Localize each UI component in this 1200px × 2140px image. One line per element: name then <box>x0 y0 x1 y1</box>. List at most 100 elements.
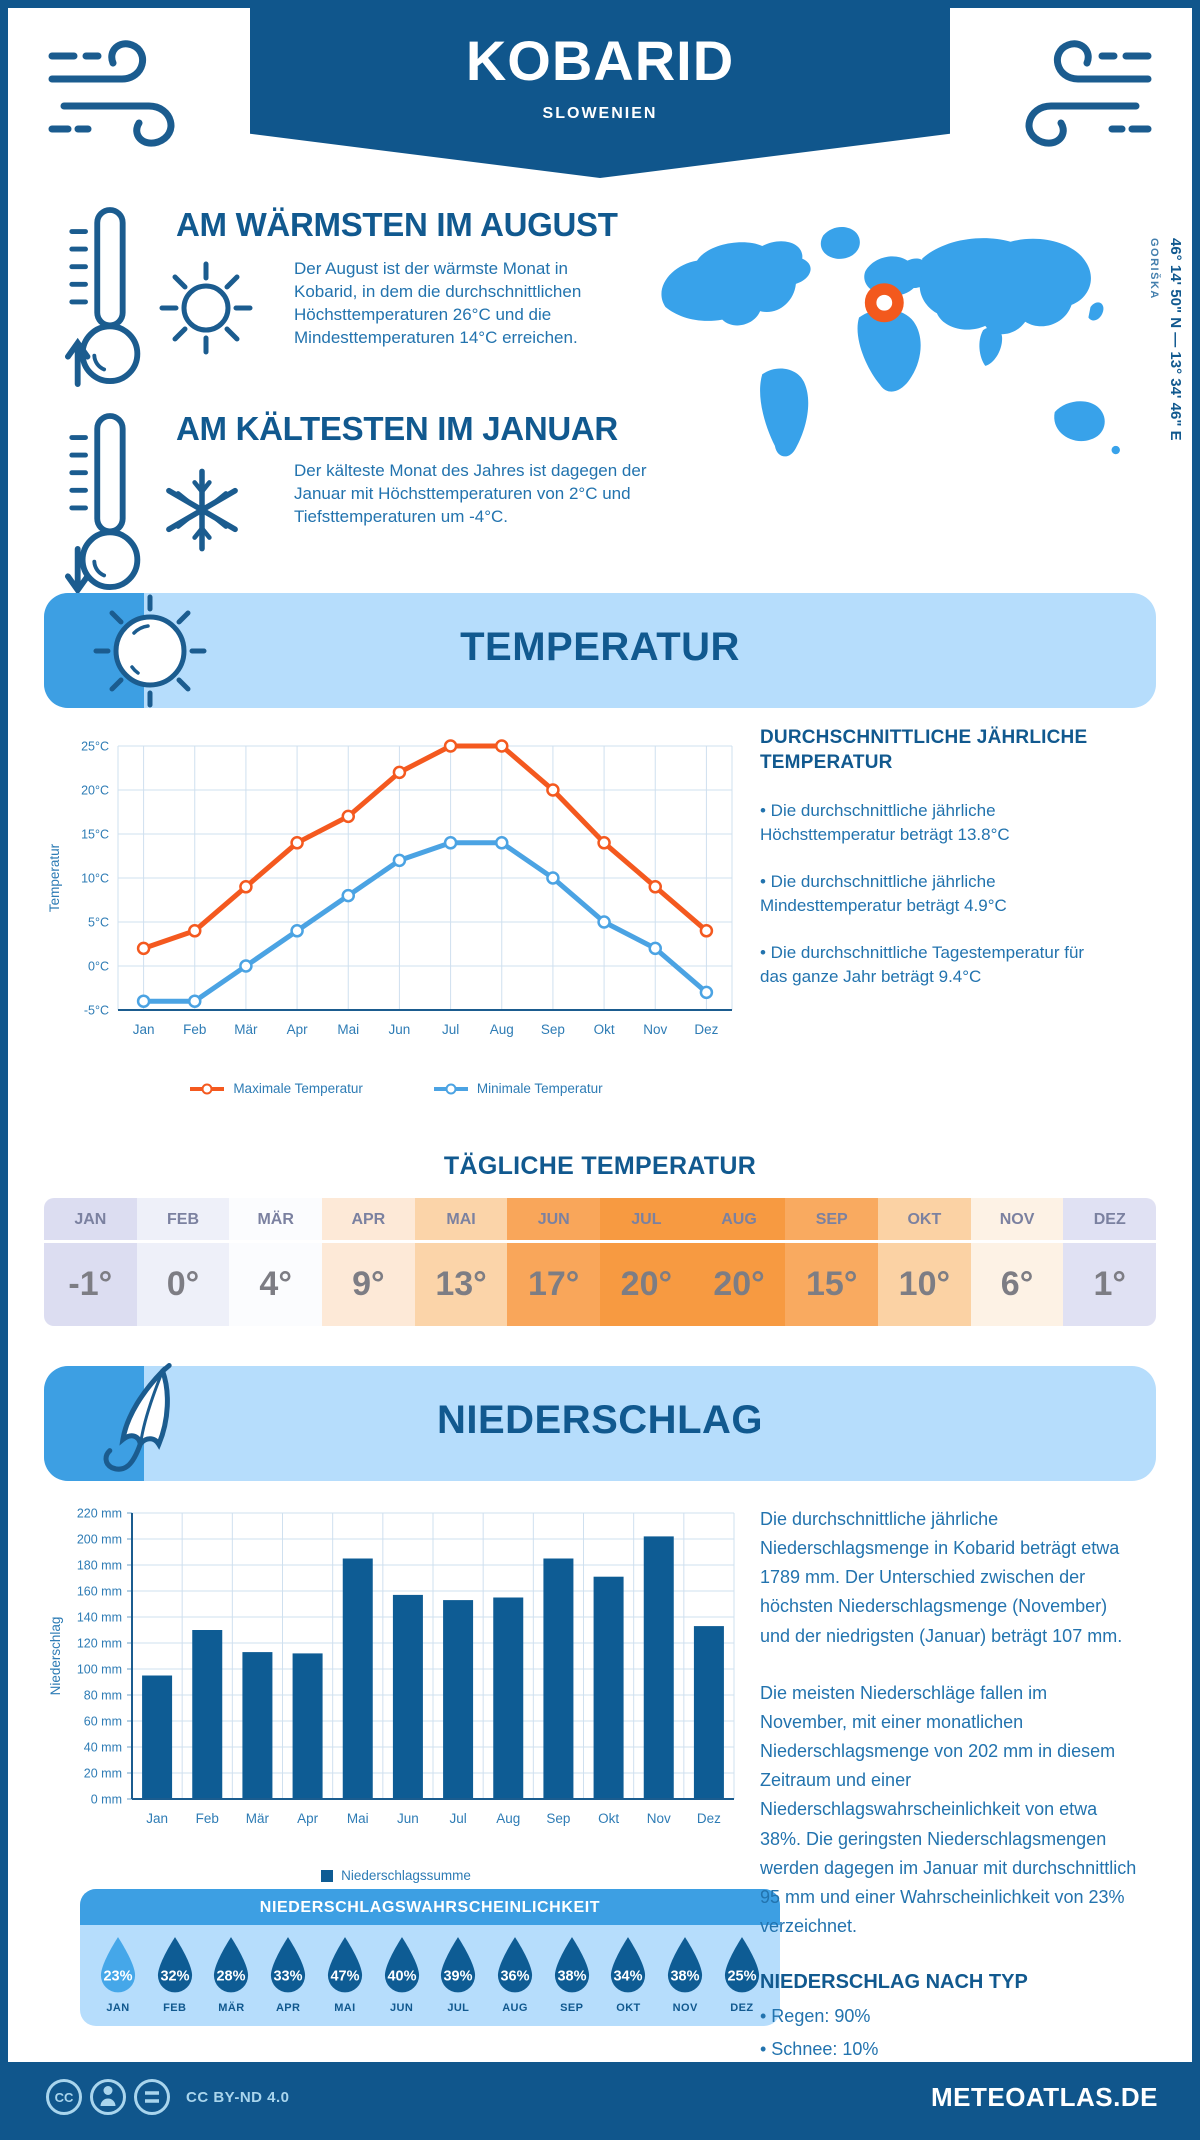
svg-text:140 mm: 140 mm <box>77 1611 122 1625</box>
warmest-heading: AM WÄRMSTEN IM AUGUST <box>176 206 618 243</box>
svg-text:100 mm: 100 mm <box>77 1663 122 1677</box>
raindrop-icon: 40% <box>384 1937 419 1993</box>
probability-drop-apr: 33% APR <box>262 1935 314 2014</box>
probability-drop-mai: 47% MAI <box>319 1935 371 2014</box>
month-column-okt: OKT 10° <box>878 1198 971 1326</box>
svg-text:Mai: Mai <box>347 1811 369 1826</box>
svg-text:28%: 28% <box>217 1969 246 1985</box>
wind-icon <box>1025 40 1152 147</box>
svg-text:Jul: Jul <box>442 1022 459 1037</box>
svg-text:CC: CC <box>55 2090 74 2105</box>
month-column-dez: DEZ 1° <box>1063 1198 1157 1326</box>
svg-text:Aug: Aug <box>490 1022 514 1037</box>
site-name: METEOATLAS.DE <box>930 2081 1158 2112</box>
precipitation-legend: Niederschlagssumme <box>44 1868 748 1883</box>
raindrop-icon: 39% <box>441 1937 476 1993</box>
month-column-mär: MÄR 4° <box>229 1198 323 1326</box>
svg-text:Jan: Jan <box>146 1811 168 1826</box>
svg-text:0°C: 0°C <box>88 960 109 974</box>
legend-item: Minimale Temperatur <box>433 1081 603 1096</box>
svg-text:-5°C: -5°C <box>84 1004 109 1018</box>
svg-text:Sep: Sep <box>541 1022 565 1037</box>
page-title: KOBARID <box>465 29 735 92</box>
svg-text:Mär: Mär <box>234 1022 258 1037</box>
svg-text:25°C: 25°C <box>81 740 109 754</box>
svg-text:Apr: Apr <box>297 1811 319 1826</box>
svg-text:20 mm: 20 mm <box>84 1767 122 1781</box>
precip-paragraph-1: Die durchschnittliche jährliche Niedersc… <box>760 1509 1123 1646</box>
svg-text:36%: 36% <box>501 1969 530 1985</box>
svg-text:39%: 39% <box>444 1969 473 1985</box>
legend-item: Maximale Temperatur <box>189 1081 363 1096</box>
raindrop-icon: 32% <box>157 1937 192 1993</box>
svg-text:40 mm: 40 mm <box>84 1741 122 1755</box>
location-marker <box>864 283 904 323</box>
daily-temperature-heading: TÄGLICHE TEMPERATUR <box>443 1152 757 1180</box>
svg-text:Nov: Nov <box>647 1811 671 1826</box>
temperature-banner: TEMPERATUR <box>44 593 1156 708</box>
probability-drop-sep: 38% SEP <box>546 1935 598 2014</box>
svg-text:Apr: Apr <box>287 1022 309 1037</box>
probability-drop-nov: 38% NOV <box>659 1935 711 2014</box>
annual-temp-heading: DURCHSCHNITTLICHE JÄHRLICHE TEMPERATUR <box>760 727 1088 773</box>
svg-text:20°C: 20°C <box>81 784 109 798</box>
probability-drop-okt: 34% OKT <box>602 1935 654 2014</box>
svg-text:Sep: Sep <box>546 1811 570 1826</box>
precip-type-bullet: • Regen: 90% <box>760 2006 871 2027</box>
page-subtitle: SLOWENIEN <box>542 105 658 122</box>
svg-text:Aug: Aug <box>496 1811 520 1826</box>
wind-icon <box>48 40 175 147</box>
svg-text:200 mm: 200 mm <box>77 1533 122 1547</box>
svg-text:Niederschlag: Niederschlag <box>48 1617 63 1696</box>
svg-text:160 mm: 160 mm <box>77 1585 122 1599</box>
precipitation-banner-title: NIEDERSCHLAG <box>436 1398 764 1442</box>
raindrop-icon: 47% <box>327 1937 362 1993</box>
cc-license-icons: CC <box>46 2079 170 2115</box>
svg-text:47%: 47% <box>330 1969 359 1985</box>
svg-text:Mär: Mär <box>246 1811 270 1826</box>
month-column-jan: JAN -1° <box>44 1198 137 1326</box>
probability-drop-jul: 39% JUL <box>432 1935 484 2014</box>
month-column-feb: FEB 0° <box>136 1198 230 1326</box>
svg-text:10°C: 10°C <box>81 872 109 886</box>
coordinates: 46° 14' 50" N — 13° 34' 46" E <box>1167 238 1184 441</box>
svg-text:32%: 32% <box>160 1969 189 1985</box>
svg-text:180 mm: 180 mm <box>77 1559 122 1573</box>
svg-text:0 mm: 0 mm <box>91 1793 122 1807</box>
svg-text:38%: 38% <box>557 1969 586 1985</box>
probability-drop-mär: 28% MÄR <box>205 1935 257 2014</box>
probability-drop-jun: 40% JUN <box>376 1935 428 2014</box>
svg-text:80 mm: 80 mm <box>84 1689 122 1703</box>
month-column-apr: APR 9° <box>322 1198 415 1326</box>
raindrop-icon: 36% <box>497 1937 533 1993</box>
temperature-line-chart: -5°C 0°C 5°C 10°C 15°C 20°C 25°C Jan Feb Mär Apr Ma… <box>47 739 733 1037</box>
raindrop-icon: 34% <box>611 1937 646 1993</box>
temperature-main: -5°C 0°C 5°C 10°C 15°C 20°C 25°C Jan Feb Mär Apr Ma… <box>8 708 1192 1138</box>
snowflake-icon <box>166 468 238 552</box>
svg-text:25%: 25% <box>727 1969 756 1985</box>
temperature-legend: Maximale Temperatur Minimale Temperatur <box>44 1081 748 1096</box>
probability-droplets: 23% JAN 32% FEB 28% MÄR 33% APR 47% MAI 40% JUN 39% J… <box>80 1925 780 2026</box>
raindrop-icon: 23% <box>100 1937 136 1993</box>
svg-text:60 mm: 60 mm <box>84 1715 122 1729</box>
raindrop-icon: 25% <box>724 1937 759 1993</box>
monthly-temperature-table: JAN -1° FEB 0° MÄR 4° APR 9° MAI 13° JUN 17° JUL 20° A… <box>44 1198 1157 1326</box>
umbrella-icon <box>103 1362 172 1472</box>
coldest-text: Der kälteste Monat des Jahres ist dagege… <box>294 461 647 526</box>
svg-text:Okt: Okt <box>594 1022 615 1037</box>
svg-text:40%: 40% <box>387 1969 416 1985</box>
precipitation-banner: NIEDERSCHLAG <box>44 1362 1156 1481</box>
svg-text:33%: 33% <box>274 1969 303 1985</box>
probability-drop-feb: 32% FEB <box>149 1935 201 2014</box>
probability-heading: NIEDERSCHLAGSWAHRSCHEINLICHKEIT <box>80 1889 780 1925</box>
svg-text:Jan: Jan <box>133 1022 155 1037</box>
sun-icon <box>159 261 253 355</box>
svg-text:Jun: Jun <box>389 1022 411 1037</box>
month-column-nov: NOV 6° <box>970 1198 1064 1326</box>
svg-text:Jul: Jul <box>449 1811 466 1826</box>
title-ribbon: KOBARID SLOWENIEN <box>250 8 950 178</box>
svg-text:Temperatur: Temperatur <box>47 843 62 912</box>
precip-paragraph-2: Die meisten Niederschläge fallen im Nove… <box>760 1682 1137 1937</box>
svg-text:Mai: Mai <box>337 1022 359 1037</box>
